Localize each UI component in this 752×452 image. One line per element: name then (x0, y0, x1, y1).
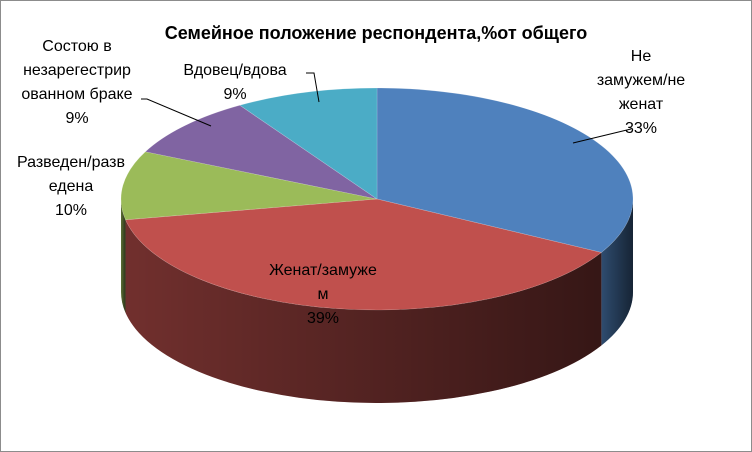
pie-slice-2 (120, 151, 378, 221)
chart-title: Семейное положение респондента,%от общег… (165, 23, 588, 43)
pie-side-walls (121, 199, 633, 404)
pie-slice-0 (376, 87, 634, 253)
slice-label-0: женат (619, 96, 664, 113)
slice-label-0: замужем/не (597, 72, 685, 89)
slice-label-1: м (318, 286, 329, 303)
leader-line-3 (141, 98, 212, 127)
slice-label-2: Разведен/разв (17, 154, 125, 171)
slice-percent-2: 10% (55, 202, 87, 219)
slice-labels: Не замужем/не женат 33% Женат/замуже м 39% Разв… (17, 38, 685, 327)
slice-label-3: Состою в (42, 38, 111, 55)
pie-slice-1 (125, 198, 603, 311)
pie-side-shade-1 (125, 219, 602, 404)
leader-line-0 (572, 128, 632, 144)
slice-percent-3: 9% (65, 110, 88, 127)
slice-label-2: едена (49, 178, 94, 195)
slice-percent-0: 33% (625, 120, 657, 137)
slice-label-3: ованном браке (21, 86, 132, 103)
pie-side-shade-2 (121, 199, 126, 313)
pie-slice-4 (239, 87, 378, 200)
slice-label-3: незарегестрир (23, 62, 131, 79)
slice-label-0: Не (631, 48, 652, 65)
slice-percent-4: 9% (223, 86, 246, 103)
slice-label-1: Женат/замуже (269, 262, 377, 279)
pie-side-shade-0 (601, 199, 633, 346)
leader-line-4 (306, 72, 320, 103)
slice-percent-1: 39% (307, 310, 339, 327)
leader-lines (141, 72, 632, 144)
pie-slice-3 (144, 104, 378, 200)
slice-label-4: Вдовец/вдова (183, 62, 286, 79)
pie-slices (120, 87, 634, 311)
